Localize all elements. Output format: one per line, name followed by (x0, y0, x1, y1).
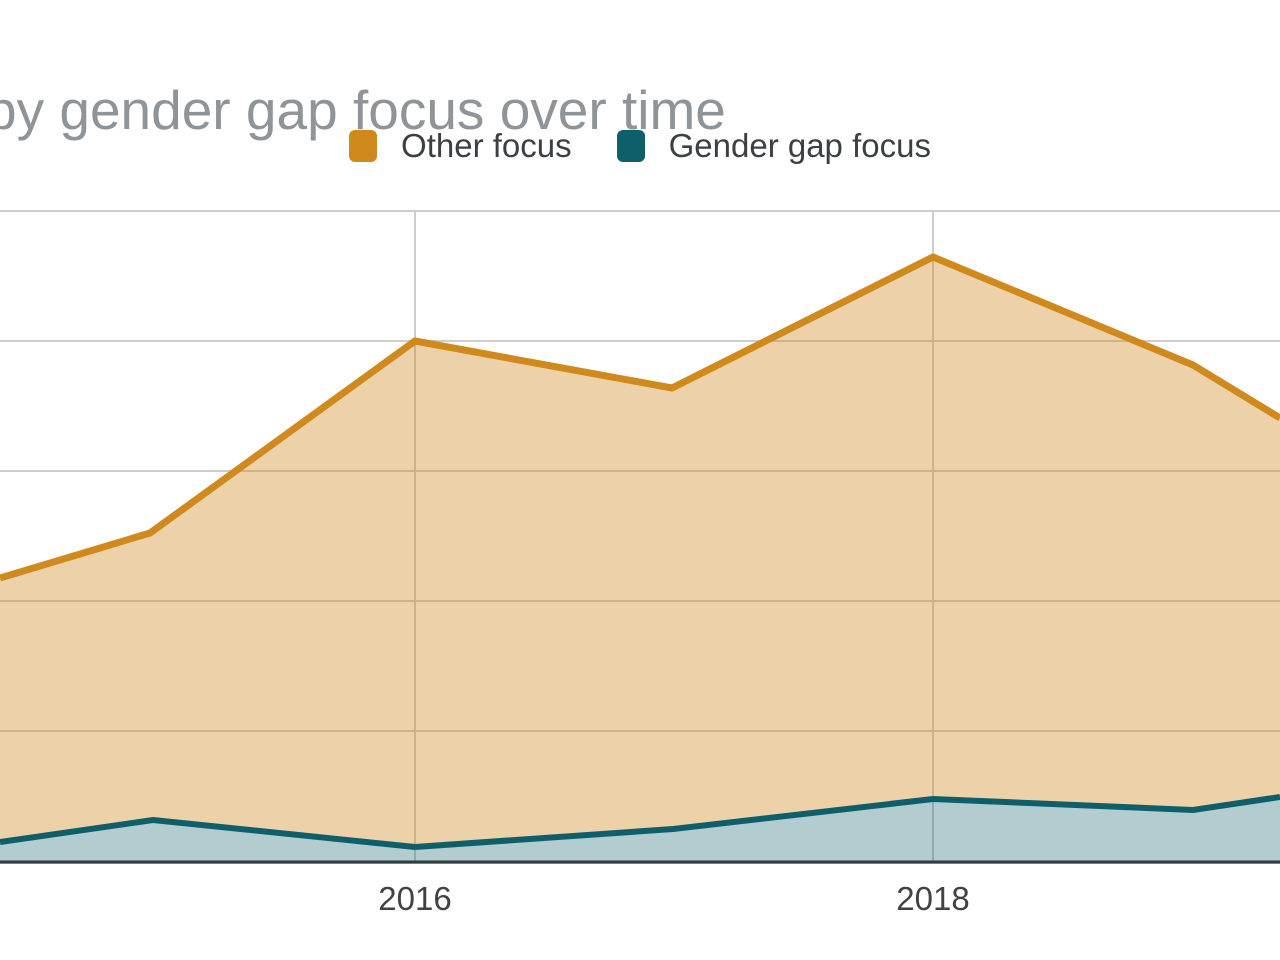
legend: Other focus Gender gap focus (349, 127, 931, 165)
other-focus-area[interactable] (0, 257, 1280, 847)
legend-item-gender-gap-focus[interactable]: Gender gap focus (616, 127, 931, 165)
x-axis-tick-2018: 2018 (896, 880, 970, 917)
gender-gap-focus-swatch-icon (616, 130, 645, 162)
legend-label-other-focus: Other focus (401, 127, 572, 164)
x-axis-tick-2016: 2016 (378, 880, 452, 917)
gender-gap-focus-line[interactable] (0, 794, 1280, 850)
legend-item-other-focus[interactable]: Other focus (349, 127, 572, 165)
other-focus-line[interactable] (0, 253, 1280, 582)
gender-gap-focus-area[interactable] (0, 797, 1280, 864)
legend-label-gender-gap-focus: Gender gap focus (668, 127, 931, 164)
other-focus-swatch-icon (349, 130, 378, 162)
